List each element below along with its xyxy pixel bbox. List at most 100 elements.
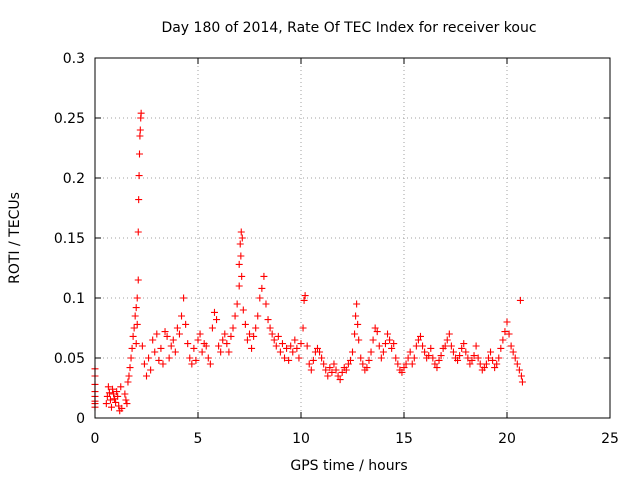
data-point <box>252 324 260 332</box>
data-point <box>384 330 392 338</box>
data-point <box>117 383 125 391</box>
data-point <box>371 324 379 332</box>
data-point <box>135 196 143 204</box>
data-point <box>184 340 192 348</box>
data-point <box>136 132 144 140</box>
ticks-layer: 0 0.05 0.1 0.15 0.2 0.25 0.3 0 5 10 15 20 25 <box>54 51 619 447</box>
data-point <box>324 372 332 380</box>
data-point <box>515 366 523 374</box>
data-point <box>143 372 150 380</box>
data-point <box>427 344 435 352</box>
data-point <box>336 376 344 384</box>
data-point <box>482 360 490 368</box>
data-point <box>123 400 131 408</box>
data-point <box>322 366 330 374</box>
data-point <box>266 324 274 332</box>
data-point <box>458 344 466 352</box>
data-point <box>159 360 167 368</box>
data-point <box>363 364 371 372</box>
data-point <box>161 328 169 336</box>
data-point <box>493 360 501 368</box>
data-point <box>243 336 251 344</box>
data-point <box>484 354 492 362</box>
y-tick-label: 0 <box>76 411 85 427</box>
x-axis-label: GPS time / hours <box>290 458 407 474</box>
data-point <box>238 234 246 242</box>
data-point <box>113 388 121 396</box>
data-point <box>134 276 142 284</box>
data-point <box>278 340 286 348</box>
data-point <box>460 340 468 348</box>
data-point <box>107 403 115 411</box>
data-point <box>491 364 499 372</box>
data-point <box>109 385 117 393</box>
data-point <box>480 364 488 372</box>
y-tick-label: 0.15 <box>54 231 85 247</box>
data-point <box>153 330 161 338</box>
data-point <box>260 272 268 280</box>
data-point <box>499 336 507 344</box>
data-point <box>118 404 126 412</box>
data-point <box>262 300 270 308</box>
data-point <box>151 348 159 356</box>
data-point <box>377 354 385 362</box>
data-point <box>258 284 266 292</box>
data-point <box>297 340 305 348</box>
data-point <box>248 344 256 352</box>
points-layer <box>91 109 526 415</box>
data-point <box>305 360 313 368</box>
data-point <box>497 344 505 352</box>
data-point <box>369 336 377 344</box>
data-point <box>223 340 231 348</box>
data-point <box>513 360 521 368</box>
data-point <box>136 126 144 134</box>
data-point <box>332 366 340 374</box>
x-tick-label: 20 <box>498 431 516 447</box>
data-point <box>489 356 497 364</box>
data-point <box>437 352 445 360</box>
data-point <box>129 332 137 340</box>
data-point <box>274 332 282 340</box>
data-point <box>429 354 437 362</box>
data-point <box>406 348 414 356</box>
data-point <box>303 342 311 350</box>
data-point <box>165 354 173 362</box>
data-point <box>291 336 299 344</box>
data-point <box>299 324 307 332</box>
data-point <box>390 340 398 348</box>
data-point <box>392 354 400 362</box>
data-point <box>264 316 272 324</box>
data-point <box>503 318 511 326</box>
y-axis-label: ROTI / TECUs <box>7 192 23 284</box>
data-point <box>388 344 396 352</box>
y-tick-label: 0.05 <box>54 351 85 367</box>
data-point <box>229 324 237 332</box>
data-point <box>128 344 136 352</box>
x-tick-label: 15 <box>395 431 413 447</box>
data-point <box>505 330 513 338</box>
data-point <box>121 390 129 398</box>
data-point <box>507 342 515 350</box>
data-point <box>476 360 484 368</box>
data-point <box>149 336 157 344</box>
data-point <box>487 348 495 356</box>
data-point <box>167 342 175 350</box>
data-point <box>355 336 363 344</box>
data-point <box>449 348 457 356</box>
data-point <box>293 344 301 352</box>
data-point <box>285 356 293 364</box>
data-point <box>346 356 354 364</box>
data-point <box>443 336 451 344</box>
data-point <box>416 332 424 340</box>
data-point <box>454 356 462 364</box>
data-point <box>353 300 361 308</box>
y-tick-label: 0.3 <box>63 51 85 67</box>
data-point <box>135 150 143 158</box>
data-point <box>367 348 375 356</box>
data-point <box>400 364 408 372</box>
data-point <box>106 396 114 404</box>
data-point <box>140 360 148 368</box>
data-point <box>217 348 225 356</box>
data-point <box>192 356 200 364</box>
